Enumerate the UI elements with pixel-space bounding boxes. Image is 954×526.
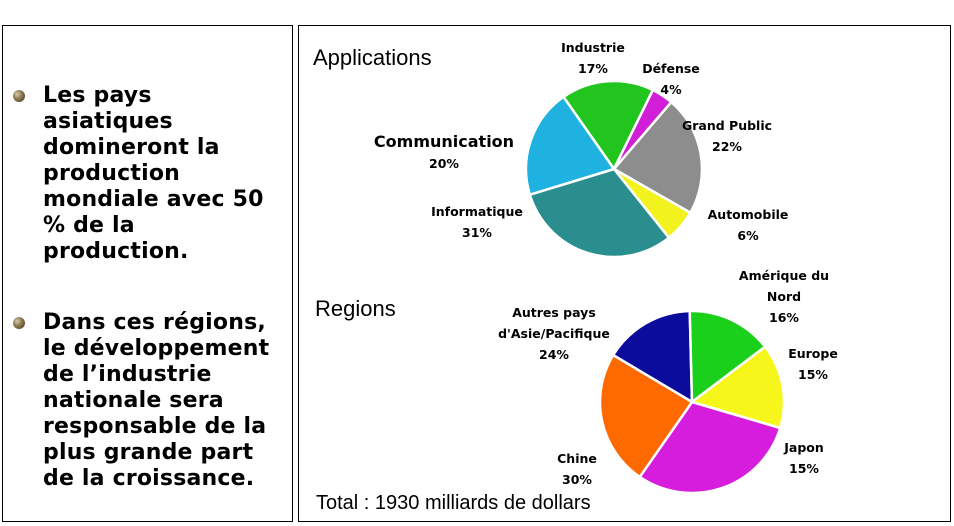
applications-slice-label: Communication 20%: [374, 132, 514, 171]
regions-slice-autres-pays-d-asie-pacifique: [598, 353, 694, 479]
applications-slice-label: Industrie 17%: [561, 40, 625, 76]
regions-pie: Amérique du Nord 16% Europe 15% Japon 15% Chine…: [498, 268, 838, 495]
applications-slice-industrie: [562, 79, 655, 171]
regions-slice-label: Autres pays d'Asie/Pacifique 24%: [498, 305, 610, 362]
applications-slice-grand-public: [612, 100, 704, 214]
regions-slice-am-rique-du-nord: [611, 309, 694, 404]
bullet-text: Dans ces régions, le développement de l’…: [43, 310, 270, 491]
bullet-icon: [13, 317, 25, 329]
pie-charts: Industrie 17% Défense 4% Grand Public 22% Auto…: [374, 40, 838, 495]
applications-slice-label: Défense 4%: [642, 61, 700, 97]
applications-slice-communication: [524, 95, 616, 196]
total-text: Total : 1930 milliards de dollars: [316, 492, 591, 514]
bullet-icon: [13, 90, 25, 102]
bullet-text: Les pays asiatiques domineront la produc…: [43, 83, 264, 264]
applications-pie: Industrie 17% Défense 4% Grand Public 22% Auto…: [374, 40, 789, 259]
applications-slice-label: Automobile 6%: [708, 207, 789, 243]
text-panel: Les pays asiatiques domineront la produc…: [2, 25, 293, 522]
regions-slice-europe: [688, 309, 767, 404]
regions-slice-label: Chine 30%: [557, 451, 597, 487]
regions-slice-chine: [638, 400, 782, 495]
applications-slice-label: Informatique 31%: [431, 204, 523, 240]
applications-slice-label: Grand Public 22%: [682, 118, 772, 154]
charts-panel: Applications Regions Industrie 17% Défense…: [298, 25, 951, 522]
regions-slice-label: Amérique du Nord 16%: [739, 268, 829, 325]
applications-chart-title: Applications: [313, 45, 432, 70]
regions-slice-label: Japon 15%: [783, 440, 824, 476]
applications-slice-informatique: [528, 167, 671, 259]
regions-slice-label: Europe 15%: [788, 346, 838, 382]
regions-chart-title: Regions: [315, 296, 396, 321]
